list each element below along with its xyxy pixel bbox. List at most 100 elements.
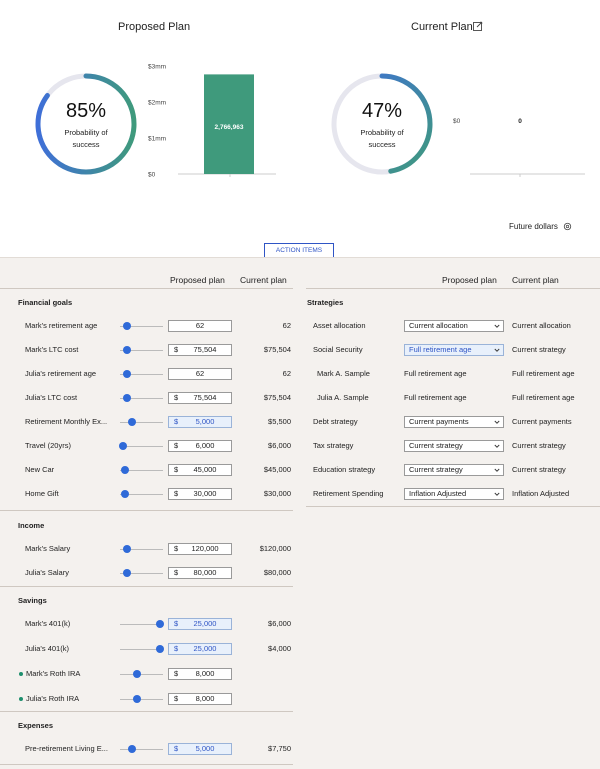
value-input[interactable]: 62 <box>168 368 232 380</box>
strategy-proposed-value: Full retirement age <box>404 393 467 402</box>
strategy-select[interactable]: Full retirement age <box>404 344 504 356</box>
strategy-label: Tax strategy <box>313 441 354 450</box>
value-input[interactable]: $8,000 <box>168 693 232 705</box>
slider-knob[interactable] <box>123 370 132 378</box>
proposed-ring-label: 85% Probability of success <box>36 100 136 151</box>
value-input[interactable]: $5,000 <box>168 743 232 755</box>
currency-symbol: $ <box>174 489 179 498</box>
currency-symbol: $ <box>174 465 179 474</box>
value-input[interactable]: $75,504 <box>168 392 232 404</box>
strategy-select[interactable]: Current payments <box>404 416 504 428</box>
current-ring-label: 47% Probability of success <box>332 100 432 151</box>
currency-symbol: $ <box>174 441 179 450</box>
chevron-down-icon <box>494 324 500 328</box>
slider-track[interactable] <box>120 326 163 327</box>
value-input[interactable]: $5,000 <box>168 416 232 428</box>
input-value: 62 <box>195 369 205 378</box>
current-value: $75,504 <box>263 345 291 354</box>
slider-knob[interactable] <box>155 620 164 628</box>
current-value: $4,000 <box>268 644 291 653</box>
slider-track[interactable] <box>120 422 163 423</box>
current-value: 62 <box>282 321 291 330</box>
proposed-bar-chart: $0 $1mm $2mm $3mm 2,766,963 <box>148 64 276 179</box>
added-indicator-dot <box>19 697 23 701</box>
slider-knob[interactable] <box>123 545 132 553</box>
slider-track[interactable] <box>120 674 163 675</box>
value-input[interactable]: $120,000 <box>168 543 232 555</box>
slider-track[interactable] <box>120 573 163 574</box>
slider-knob[interactable] <box>155 645 164 653</box>
strategy-select[interactable]: Current strategy <box>404 464 504 476</box>
slider-track[interactable] <box>120 624 163 625</box>
currency-symbol: $ <box>174 345 179 354</box>
strategy-current-value: Inflation Adjusted <box>512 489 570 498</box>
value-input[interactable]: $25,000 <box>168 643 232 655</box>
slider-track[interactable] <box>120 549 163 550</box>
slider-knob[interactable] <box>121 466 130 474</box>
slider-track[interactable] <box>120 470 163 471</box>
strategy-proposed-value: Full retirement age <box>404 369 467 378</box>
slider-knob[interactable] <box>128 418 137 426</box>
slider-track[interactable] <box>120 374 163 375</box>
strategy-label: Mark A. Sample <box>317 369 370 378</box>
slider-track[interactable] <box>120 699 163 700</box>
row-label: Julia's retirement age <box>25 369 97 378</box>
slider-track[interactable] <box>120 446 163 447</box>
slider-knob[interactable] <box>123 322 132 330</box>
current-plan-title: Current Plan <box>411 21 473 33</box>
current-value: $6,000 <box>268 441 291 450</box>
current-value: 62 <box>282 369 291 378</box>
y-tick-label: $0 <box>453 118 461 125</box>
slider-knob[interactable] <box>119 442 128 450</box>
row-label: Julia's Salary <box>25 568 69 577</box>
value-input[interactable]: 62 <box>168 320 232 332</box>
slider-knob[interactable] <box>128 745 137 753</box>
row-label: Home Gift <box>25 489 59 498</box>
strategy-select[interactable]: Current strategy <box>404 440 504 452</box>
y-tick-label: $1mm <box>148 136 166 143</box>
plan-editor: Proposed plan Current plan Financial goa… <box>0 257 600 769</box>
currency-symbol: $ <box>174 417 179 426</box>
current-value: $120,000 <box>259 544 291 553</box>
slider-track[interactable] <box>120 398 163 399</box>
slider-track[interactable] <box>120 749 163 750</box>
value-input[interactable]: $75,504 <box>168 344 232 356</box>
current-value: $75,504 <box>263 393 291 402</box>
slider-knob[interactable] <box>121 490 130 498</box>
summary-area: Proposed Plan 85% Probability of success… <box>0 0 600 259</box>
currency-symbol: $ <box>174 669 179 678</box>
current-probability-value: 47% <box>361 100 403 122</box>
slider-knob[interactable] <box>133 670 142 678</box>
strategy-select[interactable]: Current allocation <box>404 320 504 332</box>
settings-icon[interactable] <box>563 222 572 231</box>
row-label: Retirement Monthly Ex... <box>25 417 108 426</box>
slider-knob[interactable] <box>123 394 132 402</box>
current-value: $30,000 <box>263 489 291 498</box>
value-input[interactable]: $30,000 <box>168 488 232 500</box>
select-value: Full retirement age <box>409 345 472 354</box>
value-input[interactable]: $25,000 <box>168 618 232 630</box>
section-expenses: Expenses <box>18 721 54 730</box>
slider-track[interactable] <box>120 649 163 650</box>
value-input[interactable]: $8,000 <box>168 668 232 680</box>
strategy-label: Education strategy <box>313 465 376 474</box>
strategy-current-value: Current strategy <box>512 465 566 474</box>
edit-icon[interactable] <box>473 21 483 31</box>
value-input[interactable]: $45,000 <box>168 464 232 476</box>
currency-symbol: $ <box>174 393 179 402</box>
slider-knob[interactable] <box>123 569 132 577</box>
future-dollars-label: Future dollars <box>509 222 558 231</box>
input-value: 6,000 <box>195 441 215 450</box>
slider-track[interactable] <box>120 494 163 495</box>
y-tick-label: $2mm <box>148 100 166 107</box>
slider-knob[interactable] <box>133 695 142 703</box>
value-input[interactable]: $6,000 <box>168 440 232 452</box>
slider-track[interactable] <box>120 350 163 351</box>
strategy-label: Julia A. Sample <box>317 393 369 402</box>
row-label: Mark's Roth IRA <box>26 669 81 678</box>
current-value: $45,000 <box>263 465 291 474</box>
section-income: Income <box>18 521 45 530</box>
strategy-select[interactable]: Inflation Adjusted <box>404 488 504 500</box>
slider-knob[interactable] <box>123 346 132 354</box>
value-input[interactable]: $80,000 <box>168 567 232 579</box>
